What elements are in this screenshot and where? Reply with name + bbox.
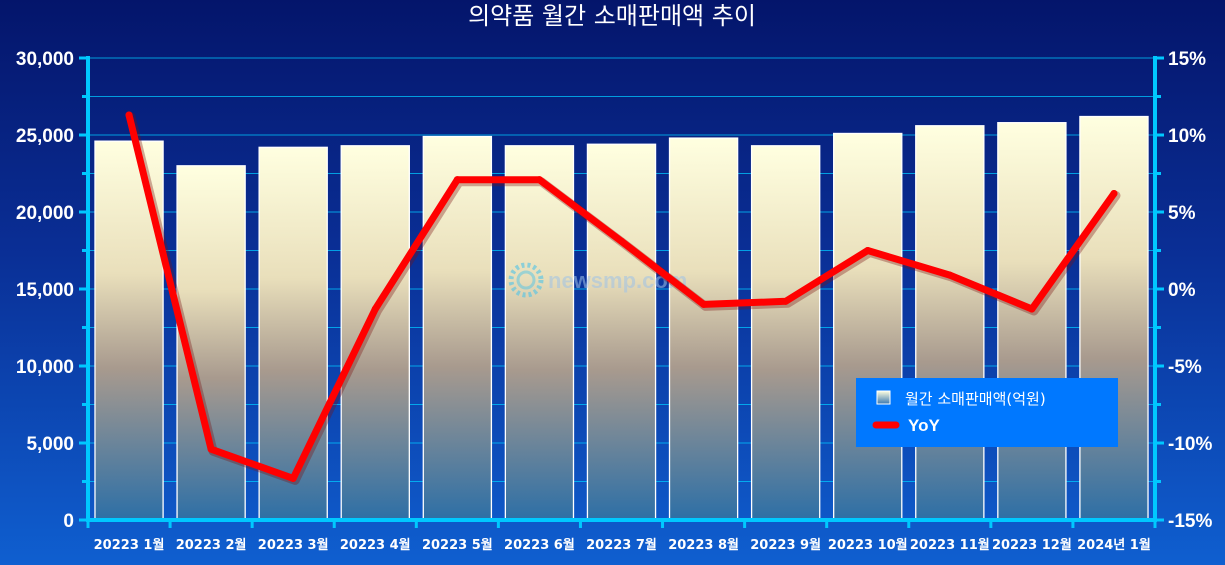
yoy-point (864, 247, 872, 254)
y-tick-label-left: 15,000 (16, 280, 74, 301)
yoy-point (453, 176, 461, 184)
x-tick-label: 20223 5월 (422, 537, 493, 553)
y-tick-label-left: 0 (63, 511, 74, 532)
yoy-point (535, 176, 543, 184)
x-tick-label: 20223 8월 (668, 537, 739, 553)
legend-bar-swatch (876, 390, 891, 405)
yoy-point (371, 305, 379, 313)
yoy-point (207, 445, 215, 453)
y-tick-label-right: -10% (1168, 434, 1212, 455)
y-tick-label-right: 5% (1168, 203, 1196, 224)
bar (1079, 115, 1149, 521)
bar (668, 137, 739, 521)
bar (422, 135, 493, 521)
y-tick-label-left: 20,000 (16, 203, 74, 224)
x-tick-label: 20223 7월 (586, 537, 657, 553)
x-tick-label: 20223 9월 (750, 537, 821, 553)
line-series (125, 111, 1121, 485)
x-tick-label: 20223 12월 (992, 537, 1072, 553)
yoy-point (125, 111, 133, 119)
yoy-point (782, 297, 790, 305)
legend: 월간 소매판매액(억원) YoY (856, 378, 1118, 447)
y-tick-label-left: 30,000 (16, 49, 74, 70)
y-tick-label-right: 0% (1168, 280, 1196, 301)
y-tick-label-left: 25,000 (16, 126, 74, 147)
yoy-point (618, 237, 625, 245)
y-tick-label-right: 15% (1168, 49, 1206, 70)
y-axis-right-labels: -15% -10% -5% 0% 5% 10% 15% (1168, 49, 1212, 532)
y-tick-label-left: 5,000 (26, 434, 74, 455)
x-tick-label: 20223 2월 (176, 537, 247, 553)
yoy-point (289, 474, 297, 482)
axes (79, 56, 1164, 528)
bar (833, 132, 903, 521)
x-tick-label: 20223 1월 (94, 537, 165, 553)
y-tick-label-left: 10,000 (16, 357, 74, 378)
yoy-point (946, 271, 954, 279)
legend-label-bar: 월간 소매판매액(억원) (905, 390, 1046, 408)
bar (504, 145, 575, 521)
x-tick-label: 20223 3월 (258, 537, 329, 553)
bar (915, 125, 985, 521)
yoy-point (1110, 190, 1118, 198)
x-tick-label: 20223 11월 (910, 537, 990, 553)
bar (997, 122, 1067, 521)
bar (586, 143, 657, 521)
legend-box (856, 378, 1118, 447)
yoy-point (700, 300, 708, 308)
y-tick-label-right: -15% (1168, 511, 1212, 532)
yoy-point (1028, 305, 1036, 313)
y-axis-left-labels: 0 5,000 10,000 15,000 20,000 25,000 30,000 (16, 49, 74, 532)
bar (750, 145, 821, 521)
x-tick-label: 20223 6월 (504, 537, 575, 553)
chart-title: 의약품 월간 소매판매액 추이 (468, 2, 756, 30)
x-tick-label: 2024년 1월 (1077, 537, 1151, 553)
x-tick-label: 20223 10월 (828, 537, 908, 553)
x-tick-label: 20223 4월 (340, 537, 411, 553)
y-tick-label-right: -5% (1168, 357, 1202, 378)
bar-series (94, 115, 1149, 521)
x-axis-labels: 20223 1월 20223 2월 20223 3월 20223 4월 20223 5월… (94, 537, 1151, 553)
legend-label-line: YoY (908, 416, 940, 435)
y-tick-label-right: 10% (1168, 126, 1206, 147)
bar (340, 145, 410, 521)
bar (258, 146, 328, 521)
